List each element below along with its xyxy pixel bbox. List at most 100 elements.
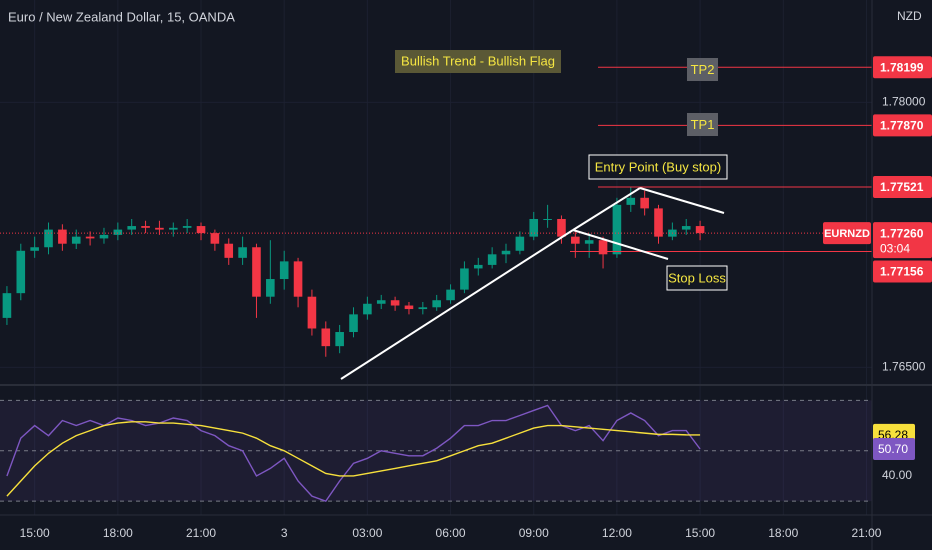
candle-body <box>113 229 123 235</box>
candle-body <box>155 227 164 230</box>
candle-body <box>99 234 109 239</box>
candle-body <box>335 332 344 347</box>
candle-body <box>487 254 497 265</box>
rsi-badge <box>873 437 915 460</box>
candle-body <box>571 236 580 244</box>
candle-body <box>626 197 636 205</box>
candle-body <box>252 247 261 297</box>
current-price-label: 1.77260 <box>880 226 924 240</box>
candle-body <box>681 226 691 230</box>
grid <box>0 0 872 515</box>
candle-body <box>543 218 552 220</box>
chart-title: Euro / New Zealand Dollar, 15, OANDA <box>8 9 235 24</box>
candle-body <box>293 261 303 297</box>
candle-body <box>44 229 53 248</box>
candle-body <box>473 264 483 269</box>
level-badge-label: 1.77521 <box>880 180 924 194</box>
candle-body <box>460 268 469 290</box>
candle-body <box>390 300 400 306</box>
candle-body <box>182 226 192 228</box>
candle-body <box>363 303 372 315</box>
symbol-label: EURNZD <box>824 228 870 240</box>
candle-body <box>321 328 331 347</box>
candle-body <box>210 233 220 244</box>
indicator-tick-label: 40.00 <box>882 468 912 482</box>
candle-body <box>584 240 594 244</box>
candle-body <box>404 305 414 310</box>
candle-body <box>224 243 234 258</box>
candle-body <box>196 226 206 234</box>
level-badge <box>873 56 932 79</box>
level-annotation-box <box>666 265 728 291</box>
candle-body <box>2 293 12 318</box>
x-tick-label: 21:00 <box>186 526 216 540</box>
candle-body <box>349 314 358 333</box>
level-badge-label: 1.77870 <box>880 119 924 133</box>
trend-line <box>340 229 574 380</box>
candle-body <box>127 226 136 230</box>
level-badge <box>873 114 932 137</box>
candle-body <box>557 218 566 237</box>
x-tick-label: 15:00 <box>685 526 715 540</box>
level-annotation: Stop Loss <box>668 270 726 285</box>
x-tick-label: 15:00 <box>20 526 50 540</box>
x-tick-label: 03:00 <box>352 526 382 540</box>
candle-body <box>640 197 649 209</box>
candle-body <box>598 240 608 255</box>
candle-body <box>515 236 525 251</box>
annotation-box <box>395 50 561 73</box>
level-badge <box>873 260 932 283</box>
time-axis-panel <box>0 515 932 550</box>
annotation: Bullish Trend - Bullish Flag <box>401 53 555 68</box>
candle-body <box>266 279 275 297</box>
flag-lower-line <box>572 229 669 260</box>
x-tick-label: 18:00 <box>768 526 798 540</box>
level-badge <box>873 176 932 199</box>
level-annotation: TP2 <box>691 62 715 77</box>
marks <box>0 66 872 502</box>
candle-body <box>446 289 455 301</box>
y-tick-label: 1.76500 <box>882 360 926 374</box>
candle-body <box>16 250 26 294</box>
candle-body <box>432 300 441 308</box>
candle-body <box>279 261 289 280</box>
current-price-badge <box>873 222 932 259</box>
x-tick-label: 09:00 <box>519 526 549 540</box>
x-tick-label: 18:00 <box>103 526 133 540</box>
level-annotation-box <box>588 154 728 180</box>
candle-body <box>529 218 539 237</box>
candle-body <box>141 226 150 228</box>
countdown-label: 03:04 <box>880 241 910 255</box>
x-tick-label: 3 <box>281 526 288 540</box>
candle-body <box>376 300 386 304</box>
y-tick-label: 1.78000 <box>882 95 926 109</box>
candle-body <box>71 236 81 244</box>
candle-body <box>654 208 663 237</box>
candle-body <box>418 307 428 310</box>
symbol-badge <box>823 222 871 245</box>
candle-body <box>501 250 511 255</box>
drawings: Bullish Trend - Bullish Flag TP2 TP1 Entry… <box>340 50 728 380</box>
candle-body <box>30 247 39 251</box>
x-tick-label: 21:00 <box>851 526 881 540</box>
level-badge-label: 1.78199 <box>880 60 924 74</box>
level-annotation: TP1 <box>691 117 715 132</box>
rsi-ma-line <box>6 421 701 497</box>
candle-body <box>85 236 95 239</box>
flag-pole-line <box>572 187 641 231</box>
candle-body <box>168 227 178 230</box>
candle-body <box>612 204 622 255</box>
rsi-badge-label: 50.70 <box>878 442 908 456</box>
candle-body <box>695 226 705 234</box>
level-badge-label: 1.77156 <box>880 265 924 279</box>
candle-body <box>307 296 317 329</box>
x-tick-label: 12:00 <box>602 526 632 540</box>
x-tick-label: 06:00 <box>436 526 466 540</box>
level-annotation-box <box>687 58 718 81</box>
flag-upper-line <box>639 187 725 214</box>
level-annotation: Entry Point (Buy stop) <box>595 159 721 174</box>
level-annotation-box <box>687 113 718 136</box>
candle-body <box>58 229 67 244</box>
